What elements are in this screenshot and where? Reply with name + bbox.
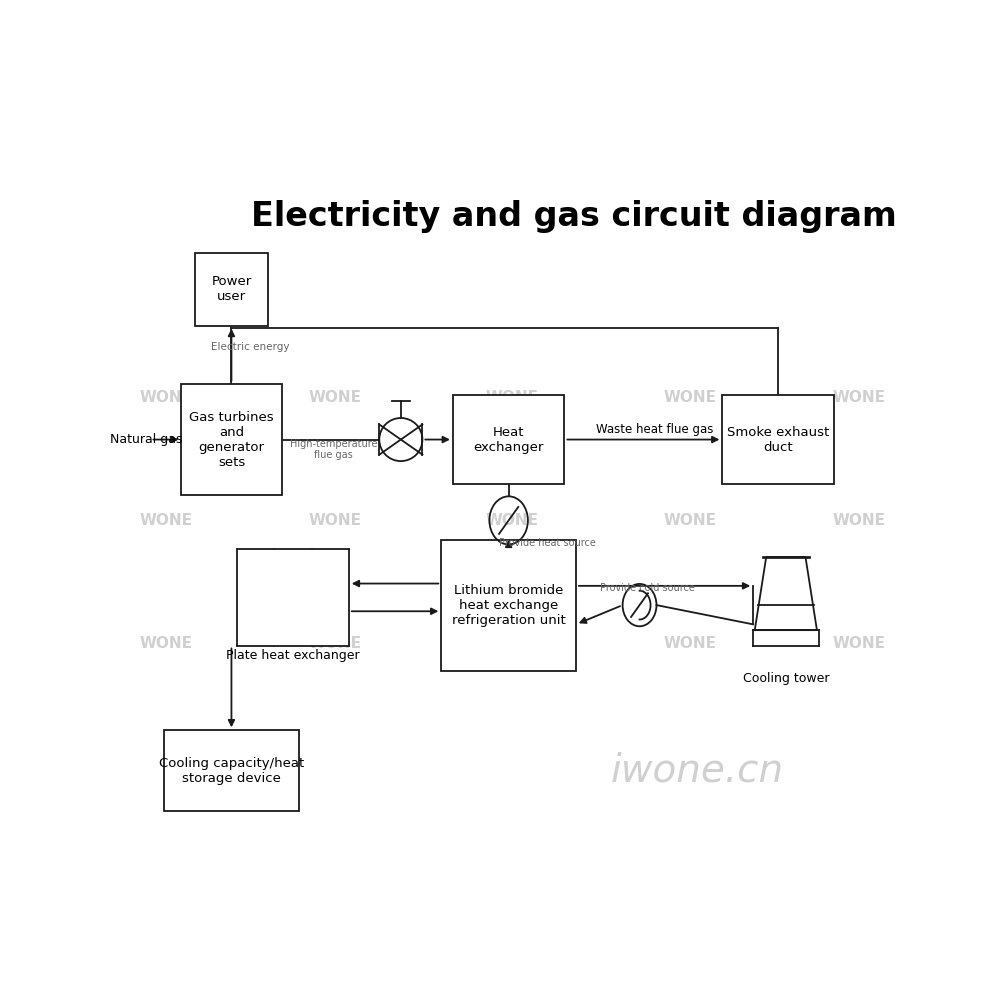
FancyBboxPatch shape — [195, 253, 268, 326]
Text: Gas turbines
and
generator
sets: Gas turbines and generator sets — [189, 411, 274, 469]
Text: Provide heat source: Provide heat source — [499, 538, 596, 548]
Text: WONE: WONE — [309, 390, 362, 405]
Text: WONE: WONE — [832, 513, 886, 528]
Text: WONE: WONE — [832, 636, 886, 651]
Text: Cooling capacity/heat
storage device: Cooling capacity/heat storage device — [159, 757, 304, 785]
Text: Power
user: Power user — [211, 275, 252, 303]
Text: WONE: WONE — [140, 513, 192, 528]
Text: Cooling tower: Cooling tower — [743, 672, 829, 685]
Text: WONE: WONE — [486, 390, 539, 405]
Text: Electric energy: Electric energy — [211, 342, 290, 352]
Text: WONE: WONE — [663, 636, 716, 651]
Text: Plate heat exchanger: Plate heat exchanger — [226, 649, 360, 662]
Text: WONE: WONE — [663, 513, 716, 528]
Text: High-temperature
flue gas: High-temperature flue gas — [290, 439, 378, 460]
Text: Electricity and gas circuit diagram: Electricity and gas circuit diagram — [251, 200, 897, 233]
Text: iwone.cn: iwone.cn — [611, 752, 784, 790]
Text: Provide cold source: Provide cold source — [600, 583, 695, 593]
Text: WONE: WONE — [140, 390, 192, 405]
FancyBboxPatch shape — [237, 549, 349, 646]
Text: Lithium bromide
heat exchange
refrigeration unit: Lithium bromide heat exchange refrigerat… — [452, 584, 566, 627]
Text: WONE: WONE — [832, 390, 886, 405]
Text: WONE: WONE — [140, 636, 192, 651]
Text: Heat
exchanger: Heat exchanger — [473, 426, 544, 454]
Text: WONE: WONE — [663, 390, 716, 405]
Text: Waste heat flue gas: Waste heat flue gas — [596, 423, 714, 436]
Text: WONE: WONE — [309, 636, 362, 651]
FancyBboxPatch shape — [453, 395, 564, 484]
FancyBboxPatch shape — [164, 730, 299, 811]
FancyBboxPatch shape — [181, 384, 282, 495]
Text: Natural gas: Natural gas — [110, 433, 183, 446]
FancyBboxPatch shape — [441, 540, 576, 671]
Text: WONE: WONE — [486, 513, 539, 528]
FancyBboxPatch shape — [722, 395, 834, 484]
Text: WONE: WONE — [486, 636, 539, 651]
Text: WONE: WONE — [309, 513, 362, 528]
Text: Smoke exhaust
duct: Smoke exhaust duct — [727, 426, 829, 454]
